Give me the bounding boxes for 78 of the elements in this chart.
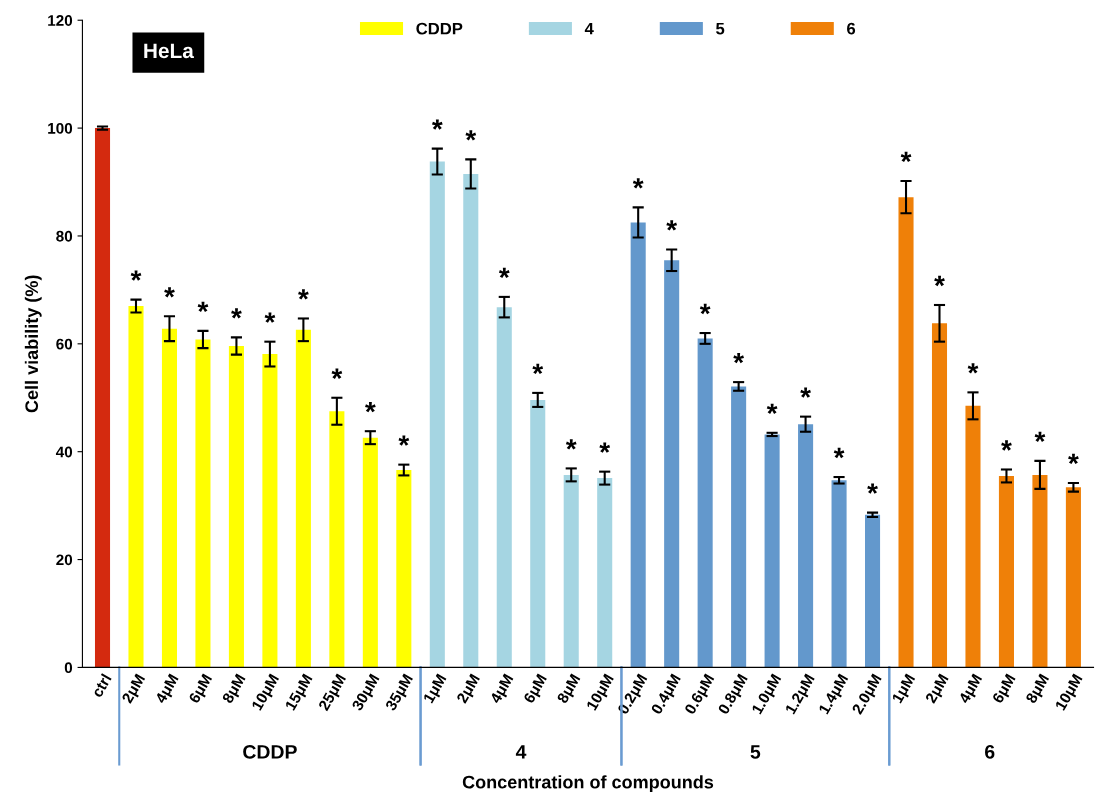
text: 5: [750, 745, 761, 759]
data-label: *: [934, 275, 945, 287]
bar: [931, 323, 948, 668]
bar: [965, 405, 981, 668]
data-label: *: [666, 220, 678, 231]
data-label: *: [298, 289, 309, 300]
data-label: *: [967, 363, 979, 374]
bar: [463, 173, 479, 668]
data-label: *: [599, 442, 611, 453]
bar: [128, 306, 144, 668]
bar: [563, 474, 579, 668]
data-label: *: [498, 267, 510, 279]
legend-label: 4: [584, 22, 594, 35]
data-label: *: [532, 363, 544, 375]
bar: [831, 480, 847, 668]
data-label: *: [264, 312, 276, 323]
y-tick-label: 0: [64, 662, 73, 674]
y-tick-label: 100: [48, 122, 73, 134]
data-label: *: [833, 447, 845, 459]
data-label: *: [164, 287, 175, 298]
bar: [228, 345, 244, 668]
data-label: *: [130, 270, 142, 281]
bar: [530, 399, 546, 668]
y-axis-title: Cell viability (%): [24, 275, 42, 413]
bar: [362, 437, 378, 668]
bar: [396, 470, 412, 668]
bar: [295, 329, 311, 668]
bar: [496, 307, 512, 668]
bar: [94, 128, 111, 668]
bar: [697, 338, 713, 668]
x-tick-label: ctrl: [90, 673, 112, 698]
data-label: *: [800, 387, 811, 398]
bar: [1032, 474, 1048, 668]
data-label: *: [231, 308, 242, 319]
x-axis-title: Concentration of compounds: [462, 775, 714, 793]
data-label: *: [197, 301, 209, 313]
y-tick-label: 20: [56, 554, 73, 566]
data-label: *: [365, 402, 376, 413]
bar: [798, 424, 814, 668]
data-label: *: [398, 435, 410, 446]
data-label: *: [565, 439, 577, 450]
data-label: *: [465, 130, 477, 141]
bar: [998, 475, 1014, 668]
bar: [429, 161, 445, 668]
bar: [161, 328, 177, 668]
data-label: *: [632, 178, 644, 189]
data-label: *: [331, 368, 343, 379]
y-tick-label: 60: [56, 338, 73, 350]
legend-label: CDDP: [416, 22, 463, 35]
data-label: *: [733, 352, 744, 364]
y-tick-label: 120: [48, 15, 73, 26]
text: 6: [985, 744, 995, 759]
data-label: *: [431, 119, 443, 130]
bar: [898, 197, 914, 668]
data-label: *: [1001, 440, 1012, 451]
text: CDDP: [243, 744, 297, 759]
bar: [329, 411, 345, 668]
bar: [865, 514, 881, 668]
bar: [262, 354, 278, 668]
bar: [1065, 487, 1081, 668]
data-label: *: [1034, 431, 1046, 443]
data-label: *: [699, 303, 711, 315]
bar: [630, 222, 646, 668]
data-label: *: [1068, 453, 1079, 465]
legend-label: 6: [847, 22, 856, 35]
bar: [195, 339, 211, 668]
bar: [664, 260, 680, 668]
legend-label: 5: [716, 22, 725, 35]
bar: [597, 478, 613, 668]
bar: [731, 386, 747, 668]
y-tick-label: 40: [55, 446, 73, 458]
data-label: *: [900, 151, 912, 163]
data-label: *: [867, 483, 878, 494]
y-tick-label: 80: [56, 230, 73, 242]
bar: [764, 434, 780, 668]
annotation: HeLa: [144, 43, 194, 59]
data-label: *: [766, 403, 778, 414]
text: 4: [515, 745, 527, 759]
